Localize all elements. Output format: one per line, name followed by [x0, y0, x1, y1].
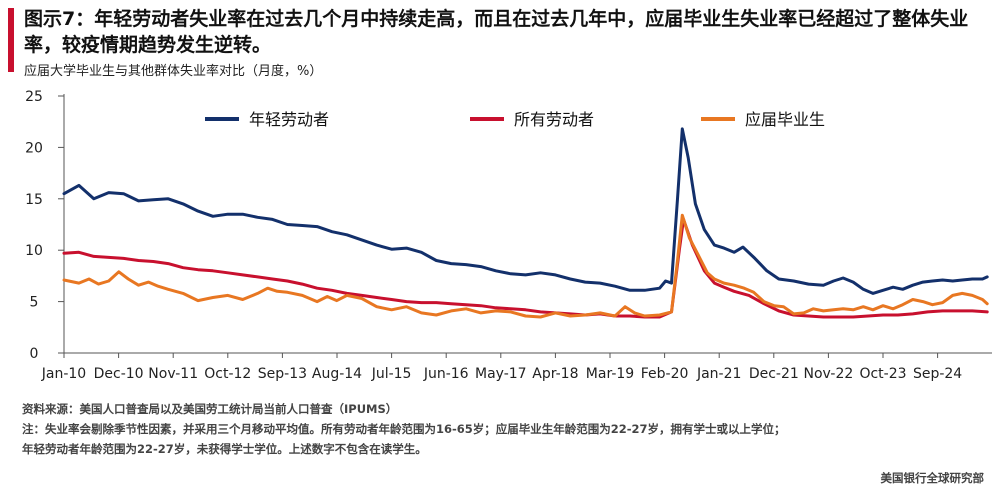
- age-note: 年轻劳动者年龄范围为22-27岁，未获得学士学位。上述数字不包含在读学生。: [22, 442, 427, 456]
- footnotes: 资料来源：美国人口普查局以及美国劳工统计局当前人口普查（IPUMS） 注：失业率…: [22, 399, 982, 459]
- x-tick-label: Dec-10: [94, 366, 144, 382]
- series-line-young: [62, 127, 989, 295]
- x-tick-label: Oct-12: [204, 366, 251, 382]
- x-tick-label: Sep-13: [258, 366, 307, 382]
- legend-label-grads: 应届毕业生: [745, 110, 825, 129]
- y-tick-label: 10: [25, 243, 43, 259]
- legend-label-young: 年轻劳动者: [249, 110, 329, 129]
- x-tick-label: May-17: [475, 366, 527, 382]
- x-tick-label: Jun-16: [423, 366, 469, 382]
- accent-bar: [8, 8, 14, 72]
- x-tick-label: Jan-10: [41, 366, 86, 382]
- x-tick-label: Sep-24: [913, 366, 962, 382]
- x-tick-label: Dec-21: [749, 366, 799, 382]
- x-tick-label: Jul-15: [371, 366, 412, 382]
- y-tick-label: 25: [25, 89, 43, 105]
- y-tick-label: 5: [30, 295, 39, 311]
- y-tick-label: 20: [25, 140, 43, 156]
- chart-title: 图示7：年轻劳动者失业率在过去几个月中持续走高，而且在过去几年中，应届毕业生失业…: [24, 8, 969, 56]
- x-tick-label: Oct-23: [859, 366, 906, 382]
- series-line-grads: [62, 213, 989, 319]
- x-tick-label: Aug-14: [312, 366, 362, 382]
- chart-subtitle: 应届大学毕业生与其他群体失业率对比（月度，%）: [24, 64, 323, 79]
- y-tick-label: 0: [30, 346, 39, 362]
- x-tick-label: Apr-18: [532, 366, 578, 382]
- x-tick-label: Nov-22: [803, 366, 853, 382]
- x-tick-label: Nov-11: [148, 366, 198, 382]
- series-line-all: [62, 217, 989, 319]
- x-tick-label: Feb-20: [641, 366, 689, 382]
- legend-label-all: 所有劳动者: [514, 110, 594, 129]
- source-note: 资料来源：美国人口普查局以及美国劳工统计局当前人口普查（IPUMS）: [22, 402, 398, 416]
- brand-label: 美国银行全球研究部: [880, 471, 985, 485]
- y-tick-label: 15: [25, 192, 43, 208]
- x-tick-label: Jan-21: [696, 366, 741, 382]
- x-tick-label: Mar-19: [586, 366, 634, 382]
- methodology-note: 注：失业率会剔除季节性因素，并采用三个月移动平均值。所有劳动者年龄范围为16-6…: [22, 422, 786, 436]
